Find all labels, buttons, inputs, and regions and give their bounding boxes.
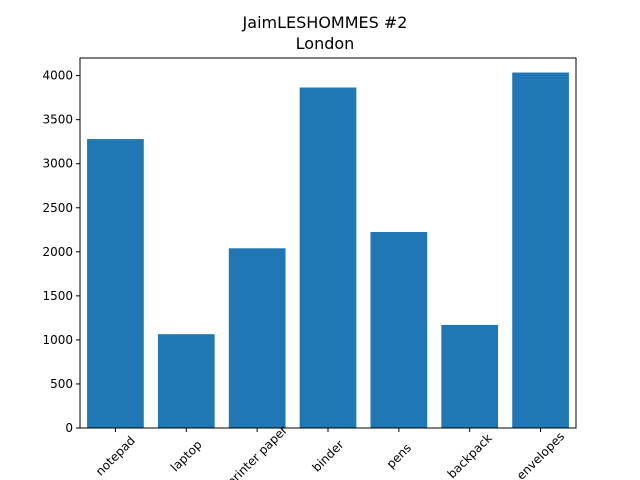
- y-tick-label: 1500: [42, 289, 73, 303]
- bars-group: [87, 72, 569, 429]
- bar-printer-paper: [228, 248, 286, 428]
- x-tick-label: backpack: [445, 431, 495, 480]
- bar-backpack: [441, 324, 499, 428]
- y-tick-label: 3000: [42, 157, 73, 171]
- y-tick-label: 1000: [42, 333, 73, 347]
- bar-envelopes: [512, 72, 569, 428]
- chart-title: JaimLESHOMMES #2: [242, 13, 408, 32]
- chart-subtitle: London: [296, 34, 355, 53]
- plot-frame: [79, 57, 577, 429]
- bar-notepad: [87, 139, 144, 429]
- x-tick-label: laptop: [168, 438, 205, 475]
- y-tick-label: 0: [65, 421, 73, 435]
- y-tick-label: 3500: [42, 113, 73, 127]
- x-tick-label: pens: [384, 441, 414, 471]
- bar-binder: [299, 87, 357, 428]
- bar-laptop: [157, 334, 215, 428]
- x-tick-label: binder: [309, 437, 346, 474]
- x-axis: notepad laptop printer paper binder pens back…: [93, 423, 567, 480]
- y-axis: 0 500 1000 1500 2000 2500 3000 3500 4000: [42, 69, 80, 435]
- y-tick-label: 500: [50, 377, 73, 391]
- y-tick-label: 4000: [42, 69, 73, 83]
- x-tick-label: envelopes: [514, 429, 567, 480]
- y-tick-label: 2500: [42, 201, 73, 215]
- x-tick-label: notepad: [93, 434, 138, 479]
- y-tick-label: 2000: [42, 245, 73, 259]
- bar-pens: [370, 231, 428, 428]
